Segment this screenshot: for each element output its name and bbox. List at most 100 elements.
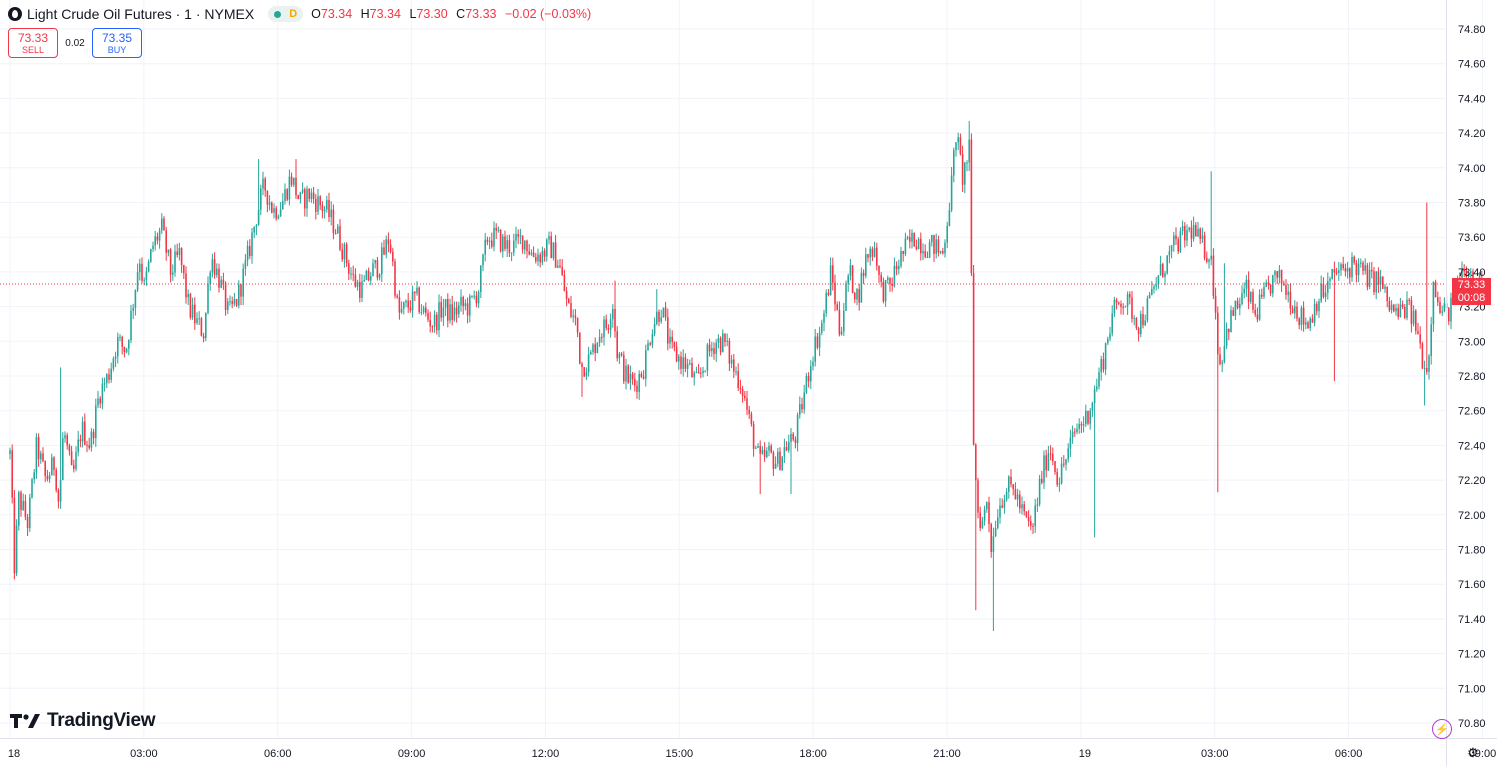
- candle-body: [293, 177, 295, 185]
- candle-body: [717, 338, 720, 343]
- candle-body: [1144, 320, 1146, 326]
- delayed-badge: D: [289, 8, 298, 20]
- candle-body: [33, 472, 35, 480]
- candle-body: [497, 229, 500, 231]
- candle-body: [1232, 310, 1234, 316]
- y-tick-label: 71.80: [1458, 545, 1486, 557]
- candle-body: [84, 421, 86, 445]
- sell-button[interactable]: 73.33 SELL: [8, 28, 58, 58]
- candle-body: [926, 256, 929, 258]
- candle-body: [1069, 437, 1072, 449]
- candle-body: [337, 226, 339, 234]
- trade-buttons: 73.33 SELL 0.02 73.35 BUY: [8, 28, 142, 58]
- candle-body: [249, 246, 251, 257]
- candle-body: [464, 303, 467, 307]
- candle-body: [510, 252, 513, 254]
- candle-body: [970, 139, 973, 274]
- candle-body: [871, 248, 874, 257]
- candle-body: [150, 248, 152, 262]
- candle-body: [933, 235, 935, 254]
- candle-body: [513, 240, 515, 253]
- candle-body: [117, 337, 119, 357]
- candle-body: [1239, 303, 1241, 309]
- candle-body: [389, 244, 392, 253]
- lightning-icon[interactable]: ⚡: [1432, 719, 1452, 739]
- candle-body: [603, 319, 605, 338]
- candle-body: [315, 198, 317, 212]
- candle-body: [906, 237, 909, 239]
- candle-body: [425, 307, 427, 313]
- candle-body: [878, 265, 880, 275]
- candle-body: [1267, 282, 1270, 285]
- candle-body: [799, 404, 801, 415]
- candle-body: [893, 265, 896, 286]
- candle-body: [530, 252, 533, 255]
- symbol-title[interactable]: Light Crude Oil Futures · 1 · NYMEX: [27, 6, 255, 22]
- y-tick-label: 70.80: [1458, 718, 1486, 730]
- candle-body: [992, 536, 995, 553]
- candle-body: [1351, 256, 1353, 278]
- candle-body: [1025, 511, 1028, 517]
- candle-body: [1415, 310, 1417, 332]
- candle-body: [1309, 318, 1311, 329]
- candle-body: [1346, 268, 1349, 272]
- candle-body: [746, 398, 748, 410]
- candle-body: [328, 199, 330, 218]
- candle-body: [1307, 322, 1309, 329]
- candle-body: [774, 463, 777, 469]
- candle-body: [1190, 227, 1193, 239]
- candle-body: [1043, 455, 1045, 483]
- candle-body: [165, 230, 167, 253]
- candle-body: [339, 226, 341, 250]
- candle-body: [260, 188, 262, 210]
- candle-body: [79, 439, 82, 442]
- candle-body: [385, 239, 387, 255]
- x-tick-label: 03:00: [1201, 748, 1229, 760]
- candle-body: [1252, 292, 1254, 310]
- candle-body: [1087, 410, 1089, 424]
- candle-body: [1333, 269, 1336, 273]
- candle-body: [706, 344, 709, 371]
- candle-body: [847, 275, 849, 284]
- candle-body: [451, 304, 453, 320]
- candle-body: [642, 376, 645, 379]
- candle-body: [1428, 355, 1430, 372]
- candle-body: [1170, 245, 1173, 252]
- candle-body: [1126, 294, 1129, 307]
- candle-body: [334, 233, 337, 235]
- candle-body: [121, 336, 123, 347]
- candle-body: [1250, 292, 1252, 302]
- candle-body: [436, 314, 438, 331]
- candle-body: [882, 281, 885, 302]
- candle-body: [915, 246, 918, 250]
- candle-body: [493, 227, 495, 247]
- candle-body: [180, 247, 183, 266]
- candle-body: [757, 445, 759, 448]
- candle-body: [40, 453, 42, 460]
- candle-body: [1091, 402, 1094, 411]
- candle-body: [528, 251, 530, 255]
- spread-value: 0.02: [65, 37, 85, 49]
- candle-body: [1258, 294, 1261, 320]
- candle-body: [332, 209, 335, 234]
- candle-body: [570, 303, 572, 317]
- candle-body: [711, 348, 713, 352]
- candle-body: [981, 520, 984, 529]
- y-tick-label: 73.60: [1458, 232, 1486, 244]
- candle-body: [222, 279, 225, 283]
- buy-button[interactable]: 73.35 BUY: [92, 28, 142, 58]
- gear-icon[interactable]: ⚙: [1467, 745, 1479, 760]
- tradingview-logo[interactable]: TradingView: [10, 710, 156, 732]
- candle-body: [1201, 235, 1204, 239]
- candle-body: [587, 354, 590, 373]
- candle-body: [132, 307, 134, 311]
- candle-body: [634, 379, 636, 386]
- candle-body: [568, 298, 570, 304]
- candle-body: [541, 250, 544, 263]
- market-status-pill[interactable]: D: [268, 6, 304, 22]
- candle-body: [614, 308, 616, 332]
- candle-body: [343, 244, 346, 260]
- open-key: O: [311, 7, 321, 21]
- candle-body: [924, 251, 926, 257]
